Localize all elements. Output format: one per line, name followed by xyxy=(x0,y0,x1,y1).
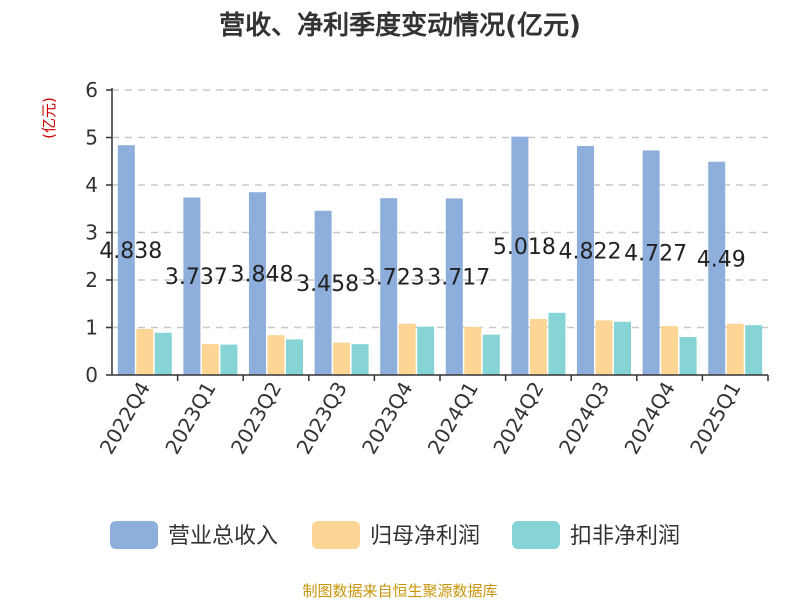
bar xyxy=(183,197,201,375)
bars xyxy=(117,136,763,375)
y-tick-label: 4 xyxy=(85,173,98,197)
bar xyxy=(745,325,763,375)
legend: 营业总收入 归母净利润 扣非净利润 xyxy=(110,521,680,549)
bar xyxy=(548,312,566,375)
y-tick-label: 3 xyxy=(85,221,98,245)
data-label: 4.838 xyxy=(99,239,162,264)
data-label: 3.723 xyxy=(362,266,425,291)
bar xyxy=(642,150,660,375)
y-tick-label: 0 xyxy=(85,363,98,387)
bar xyxy=(267,335,285,375)
bar xyxy=(577,145,594,375)
bar xyxy=(708,161,726,375)
bar xyxy=(333,342,351,375)
y-tick-label: 5 xyxy=(85,126,98,150)
bar xyxy=(511,136,529,375)
bar xyxy=(201,344,219,375)
legend-label: 扣非净利润 xyxy=(570,524,680,549)
legend-label: 归母净利润 xyxy=(370,524,480,549)
legend-swatch xyxy=(110,521,158,549)
x-tick-label: 2024Q2 xyxy=(488,378,548,459)
data-label: 4.727 xyxy=(624,242,687,267)
legend-label: 营业总收入 xyxy=(168,524,278,549)
x-tick-label: 2023Q3 xyxy=(291,378,351,459)
y-unit-label: (亿元) xyxy=(40,97,58,139)
data-label: 3.848 xyxy=(231,263,294,288)
data-label: 5.018 xyxy=(493,235,556,260)
data-label: 3.737 xyxy=(165,265,228,290)
bar xyxy=(220,344,238,375)
bar xyxy=(380,198,398,375)
bar xyxy=(286,339,303,375)
bar xyxy=(117,145,135,375)
data-label: 3.717 xyxy=(427,266,490,291)
bar xyxy=(661,326,679,375)
y-tick-label: 2 xyxy=(85,268,98,292)
chart-title: 营收、净利季度变动情况(亿元) xyxy=(219,10,581,41)
x-tick-label: 2023Q2 xyxy=(226,378,286,459)
x-tick-label: 2022Q4 xyxy=(95,378,155,459)
bar xyxy=(595,320,613,375)
y-tick-label: 6 xyxy=(85,78,98,102)
bar xyxy=(679,337,697,375)
data-label: 3.458 xyxy=(296,272,359,297)
bar xyxy=(464,327,482,375)
bar xyxy=(482,334,500,375)
bar xyxy=(417,326,435,375)
y-tick-label: 1 xyxy=(85,316,98,340)
x-tick-label: 2024Q3 xyxy=(554,378,614,459)
source-footer: 制图数据来自恒生聚源数据库 xyxy=(302,582,497,600)
gridlines xyxy=(112,89,768,329)
x-tick-label: 2024Q1 xyxy=(423,378,483,459)
bar xyxy=(351,344,369,375)
bar xyxy=(529,318,547,375)
x-tick-label: 2025Q1 xyxy=(685,378,745,459)
x-tick-label: 2024Q4 xyxy=(619,378,679,459)
bar xyxy=(398,323,416,375)
bar xyxy=(726,323,744,375)
bar xyxy=(314,210,332,375)
bar xyxy=(445,198,463,375)
bar xyxy=(154,332,172,375)
bar xyxy=(136,328,154,375)
x-tick-label: 2023Q1 xyxy=(160,378,220,459)
x-tick-label: 2023Q4 xyxy=(357,378,417,459)
legend-swatch xyxy=(512,521,560,549)
data-label: 4.822 xyxy=(559,239,622,264)
legend-swatch xyxy=(312,521,360,549)
bar xyxy=(249,192,266,375)
bar xyxy=(614,321,631,375)
data-label: 4.49 xyxy=(697,247,746,272)
